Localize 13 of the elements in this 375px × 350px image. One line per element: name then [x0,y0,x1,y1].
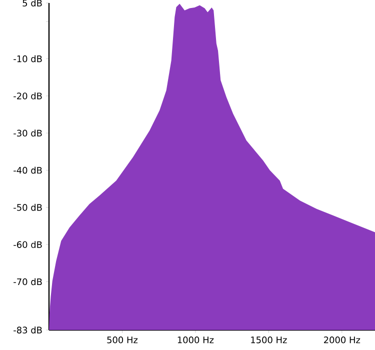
y-tick-label: -60 dB [14,241,42,248]
x-tick-label: 500 Hz [107,336,138,344]
y-tick-label: -70 dB [14,278,42,286]
y-tick-label: -20 dB [14,92,42,100]
y-tick-label: -40 dB [14,166,42,174]
y-tick-label: -10 dB [14,55,42,62]
y-tick-label: -30 dB [14,130,42,137]
y-tick-label: -83 dB [14,326,42,334]
y-tick-label: 5 dB [22,0,42,6]
x-tick-label: 1000 Hz [178,336,214,344]
y-tick-label: -50 dB [14,204,42,211]
x-tick-label: 1500 Hz [251,336,287,344]
x-tick-label: 2000 Hz [324,336,360,344]
